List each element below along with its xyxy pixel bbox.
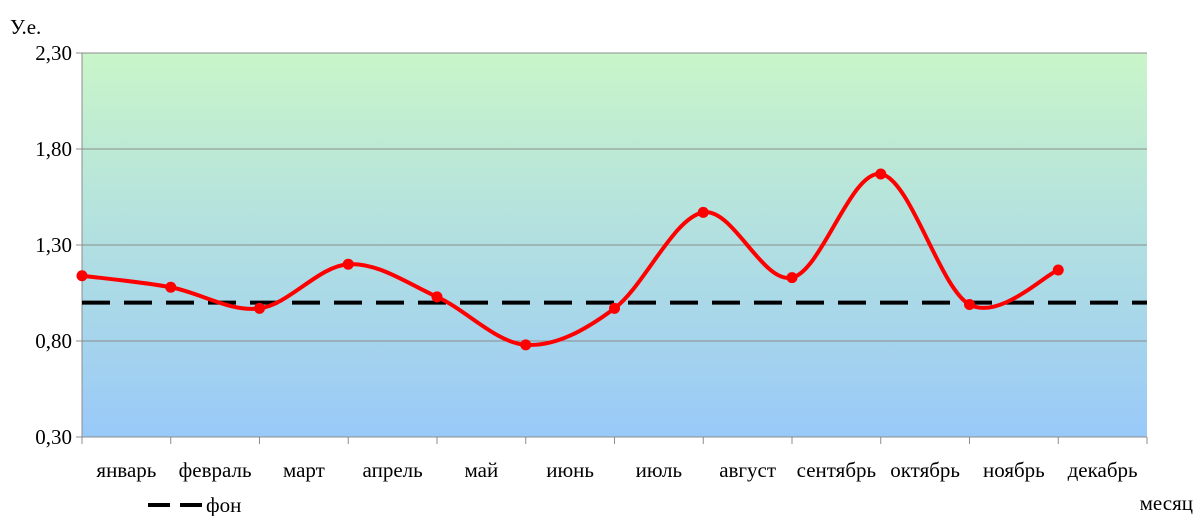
y-tick-labels: 0,30 0,80 1,30 1,80 2,30 bbox=[35, 41, 72, 449]
x-category-label: май bbox=[465, 458, 499, 482]
x-category-label: август bbox=[719, 458, 776, 482]
y-tick-label: 1,30 bbox=[35, 233, 72, 257]
x-category-labels: январь февраль март апрель май июнь июль август… bbox=[96, 458, 1137, 482]
data-point bbox=[76, 270, 88, 282]
x-category-label: июль bbox=[636, 458, 682, 482]
data-point bbox=[964, 299, 975, 311]
data-point bbox=[342, 258, 354, 270]
x-axis-title: месяц bbox=[1140, 491, 1193, 515]
data-point bbox=[431, 291, 443, 303]
legend-label-fon: фон bbox=[206, 493, 241, 516]
y-tick-label: 2,30 bbox=[35, 41, 72, 65]
data-point bbox=[609, 302, 620, 314]
legend: фон bbox=[148, 493, 241, 516]
x-category-label: декабрь bbox=[1068, 458, 1138, 482]
data-point bbox=[875, 168, 887, 180]
gridlines bbox=[82, 52, 1147, 342]
data-point bbox=[1052, 264, 1064, 276]
axes bbox=[76, 52, 1148, 444]
data-point bbox=[520, 339, 532, 351]
data-point bbox=[786, 272, 798, 284]
y-tick-label: 0,30 bbox=[35, 425, 72, 449]
series-layer bbox=[76, 168, 1147, 351]
x-category-label: апрель bbox=[363, 458, 423, 482]
data-point bbox=[165, 281, 177, 293]
y-tick-label: 1,80 bbox=[35, 137, 72, 161]
data-point bbox=[254, 302, 265, 314]
x-category-label: февраль bbox=[179, 458, 252, 482]
x-category-label: июнь bbox=[546, 458, 594, 482]
x-category-label: январь bbox=[96, 458, 156, 482]
y-tick-label: 0,80 bbox=[35, 329, 72, 353]
x-category-label: март bbox=[283, 458, 325, 482]
x-category-label: сентябрь bbox=[797, 458, 876, 482]
x-category-label: октябрь bbox=[890, 458, 960, 482]
x-category-label: ноябрь bbox=[983, 458, 1045, 482]
y-axis-title: У.е. bbox=[10, 15, 41, 39]
data-point bbox=[697, 206, 709, 218]
